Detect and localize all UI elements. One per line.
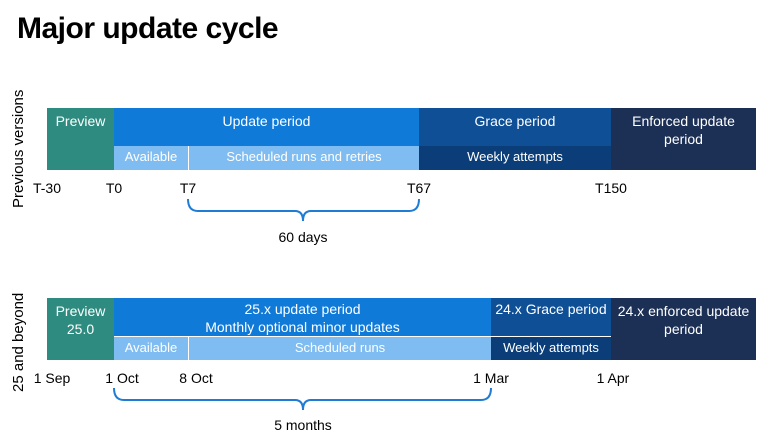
segment-grace-period: 24.x Grace period [491, 298, 611, 336]
segment-preview: Preview [47, 108, 114, 170]
segment-grace-period: Grace period [419, 108, 611, 146]
tick-label: T-30 [32, 180, 62, 196]
segment-enforced-period: 24.x enforced update period [611, 298, 756, 360]
tick-label: T0 [105, 180, 123, 196]
tick-label: T7 [179, 180, 197, 196]
tick-label: 1 Mar [473, 370, 509, 386]
span-label: 60 days [278, 229, 328, 245]
subsegment-scheduled: Scheduled runs and retries [189, 146, 419, 170]
segment-enforced-period: Enforced update period [611, 108, 756, 170]
span-label: 5 months [274, 417, 332, 433]
tick-label: 8 Oct [179, 370, 213, 386]
span-bracket-60-days [187, 198, 420, 222]
span-bracket-5-months [113, 387, 492, 411]
segment-update-period: 25.x update period Monthly optional mino… [114, 298, 491, 336]
tick-label: 1 Sep [33, 370, 71, 386]
tick-label: T150 [595, 180, 627, 196]
page-title: Major update cycle [17, 12, 279, 45]
subsegment-weekly: Weekly attempts [419, 146, 611, 170]
segment-preview: Preview 25.0 [47, 298, 114, 360]
tick-label: 1 Oct [105, 370, 139, 386]
subsegment-scheduled: Scheduled runs [189, 337, 491, 360]
tick-label: T67 [406, 180, 432, 196]
tick-label: 1 Apr [596, 370, 630, 386]
subsegment-available: Available [114, 146, 188, 170]
subsegment-weekly: Weekly attempts [491, 337, 611, 360]
subsegment-available: Available [114, 337, 188, 360]
segment-update-period: Update period [114, 108, 419, 146]
